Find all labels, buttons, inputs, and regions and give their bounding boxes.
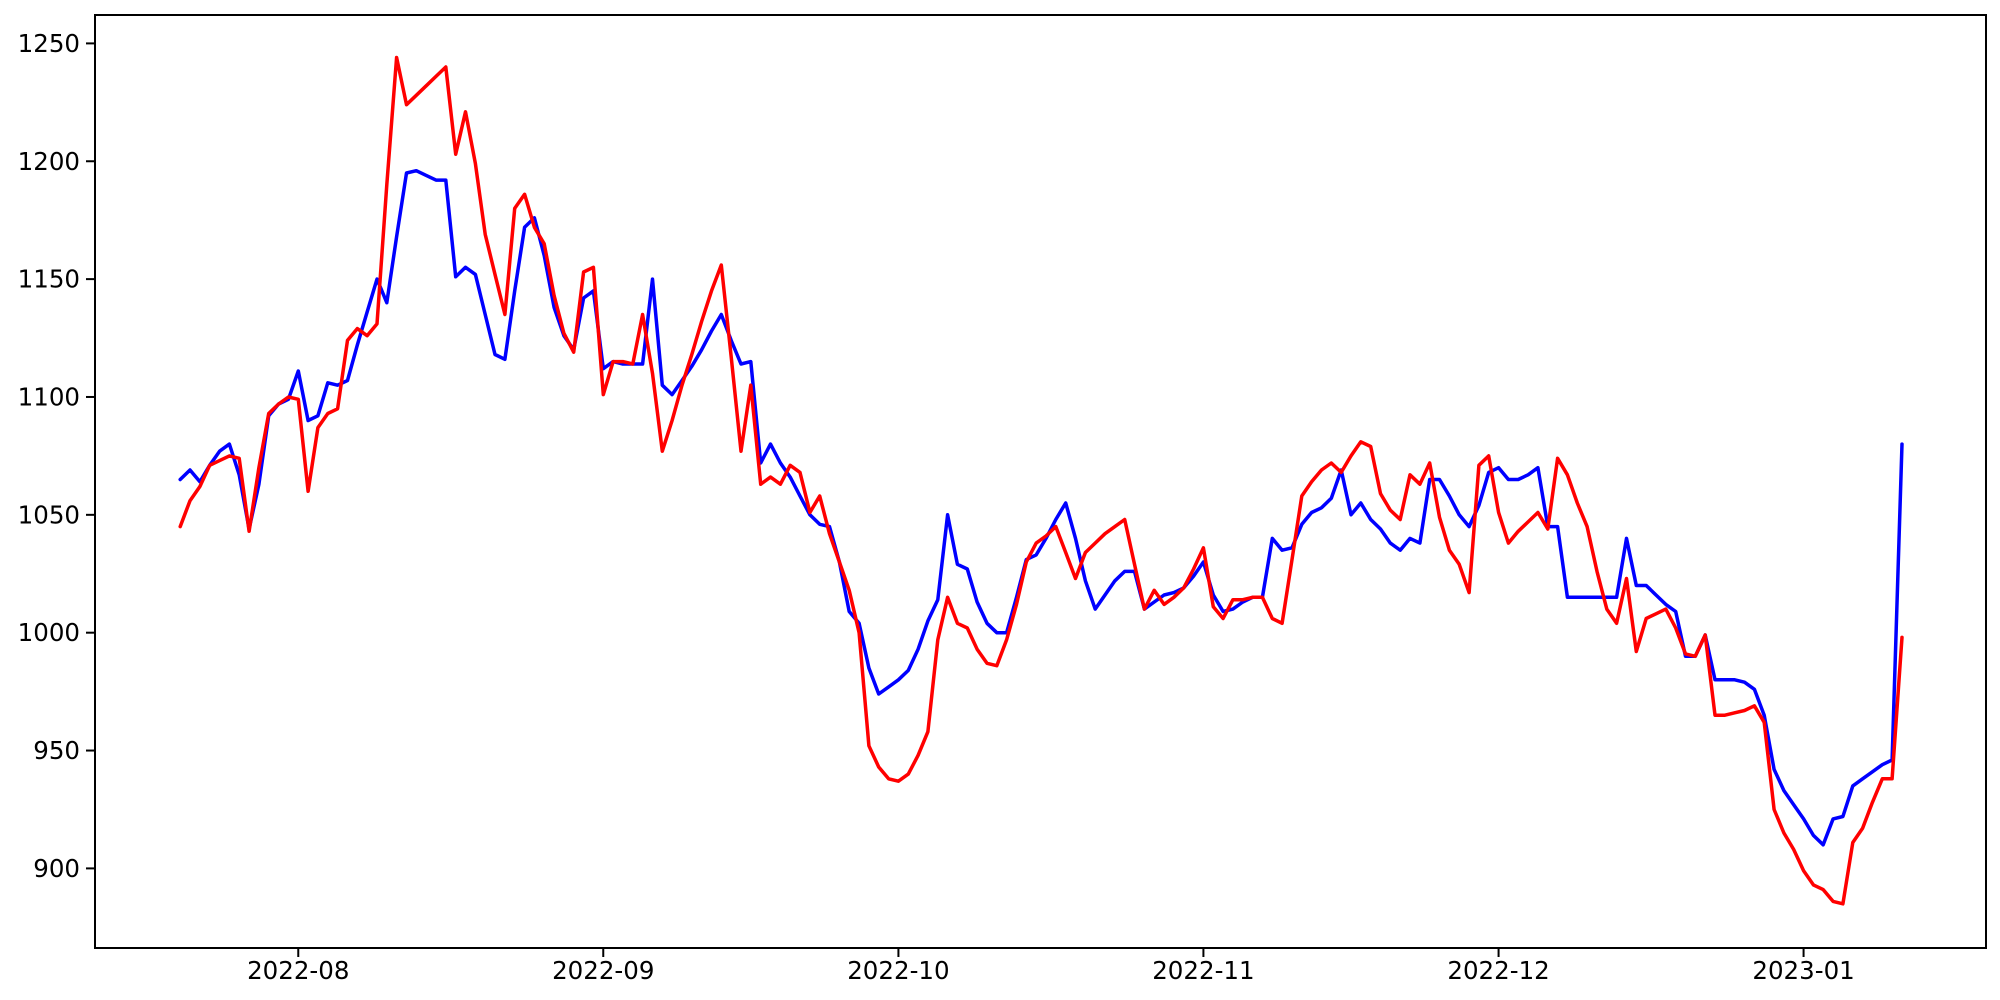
y-tick-label: 950 (33, 736, 80, 765)
series-blue-line (178, 168, 1904, 847)
y-tick-label: 1150 (18, 265, 80, 294)
y-tick-label: 1050 (18, 500, 80, 529)
x-tick-label: 2022-08 (247, 956, 349, 985)
y-tick-label: 1250 (18, 29, 80, 58)
y-tick-label: 1000 (18, 618, 80, 647)
x-tick-label: 2022-11 (1152, 956, 1254, 985)
x-tick-label: 2023-01 (1752, 956, 1854, 985)
y-tick-label: 1100 (18, 382, 80, 411)
x-tick-label: 2022-12 (1447, 956, 1549, 985)
y-tick-label: 1200 (18, 147, 80, 176)
series-red-line (178, 55, 1904, 906)
plot-border (94, 14, 1987, 949)
y-tick-label: 900 (33, 854, 80, 883)
x-tick-label: 2022-09 (552, 956, 654, 985)
x-tick-label: 2022-10 (847, 956, 949, 985)
